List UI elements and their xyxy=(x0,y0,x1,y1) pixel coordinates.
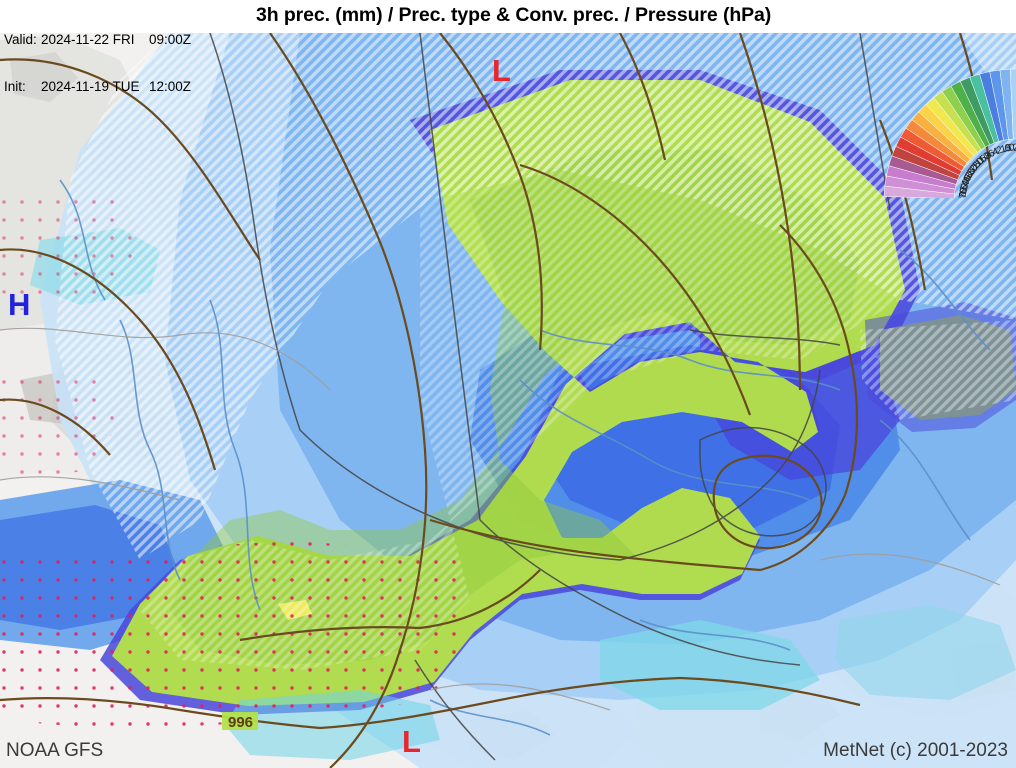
legend-tick-label: 6 xyxy=(987,148,997,161)
forecast-timestamp-block: Valid: 2024-11-22 FRI 09:00Z Init: 2024-… xyxy=(4,1,191,125)
precipitation-color-legend[interactable]: 80 70 60 50 45 40 35 30 25 20 15 10 8 6 4 2 1.5 0.2 0.1 xyxy=(866,33,1016,198)
valid-time-row: Valid: 2024-11-22 FRI 09:00Z xyxy=(4,32,191,48)
isobar-layer xyxy=(0,32,994,768)
legend-tick-label: 35 xyxy=(963,166,978,182)
init-date: 2024-11-19 TUE xyxy=(41,78,140,94)
pressure-low-symbol-north: L xyxy=(492,53,511,88)
legend-tick-label: 1 xyxy=(999,144,1007,156)
legend-tick-label: 60 xyxy=(958,182,971,196)
legend-wedge[interactable] xyxy=(1009,68,1016,140)
convective-precip-dots xyxy=(0,190,470,730)
legend-tick-label: 40 xyxy=(961,169,976,184)
valid-date: 2024-11-22 FRI xyxy=(41,32,135,47)
pressure-high-symbol-west: H xyxy=(8,287,31,322)
coastline-layer xyxy=(0,327,1001,711)
init-time: 12:00Z xyxy=(149,78,192,94)
map-title: 3h prec. (mm) / Prec. type & Conv. prec.… xyxy=(256,4,772,26)
copyright-label: MetNet (c) 2001-2023 xyxy=(823,740,1008,761)
legend-tick-label: 4 xyxy=(991,146,1001,158)
legend-tick-label: 70 xyxy=(957,186,970,198)
legend-tick-label: .5 xyxy=(1003,143,1013,155)
valid-time: 09:00Z xyxy=(149,32,192,47)
isobar-label-996: 996 xyxy=(228,714,254,731)
rivers-layer xyxy=(59,179,991,736)
legend-tick-label: 0.1 xyxy=(1009,143,1016,154)
isobar-label-group xyxy=(222,712,258,730)
legend-tick-label: 50 xyxy=(959,177,973,191)
legend-tick-label: 2 xyxy=(995,145,1004,157)
model-source-label: NOAA GFS xyxy=(6,740,104,761)
legend-tick-label: 80 xyxy=(957,191,969,198)
init-label: Init: xyxy=(4,78,26,94)
valid-label: Valid: xyxy=(4,32,37,47)
legend-tick-label: 45 xyxy=(960,173,975,188)
legend-tick-label: 8 xyxy=(983,150,994,163)
map-header-bar: Valid: 2024-11-22 FRI 09:00Z Init: 2024-… xyxy=(0,0,1016,94)
legend-wedges xyxy=(883,68,1016,198)
pressure-low-symbol-south: L xyxy=(402,724,421,759)
borders-layer xyxy=(209,32,891,761)
init-time-row: Init: 2024-11-19 TUE 12:00Z xyxy=(4,79,191,95)
legend-tick-label: 0.2 xyxy=(1004,142,1016,154)
